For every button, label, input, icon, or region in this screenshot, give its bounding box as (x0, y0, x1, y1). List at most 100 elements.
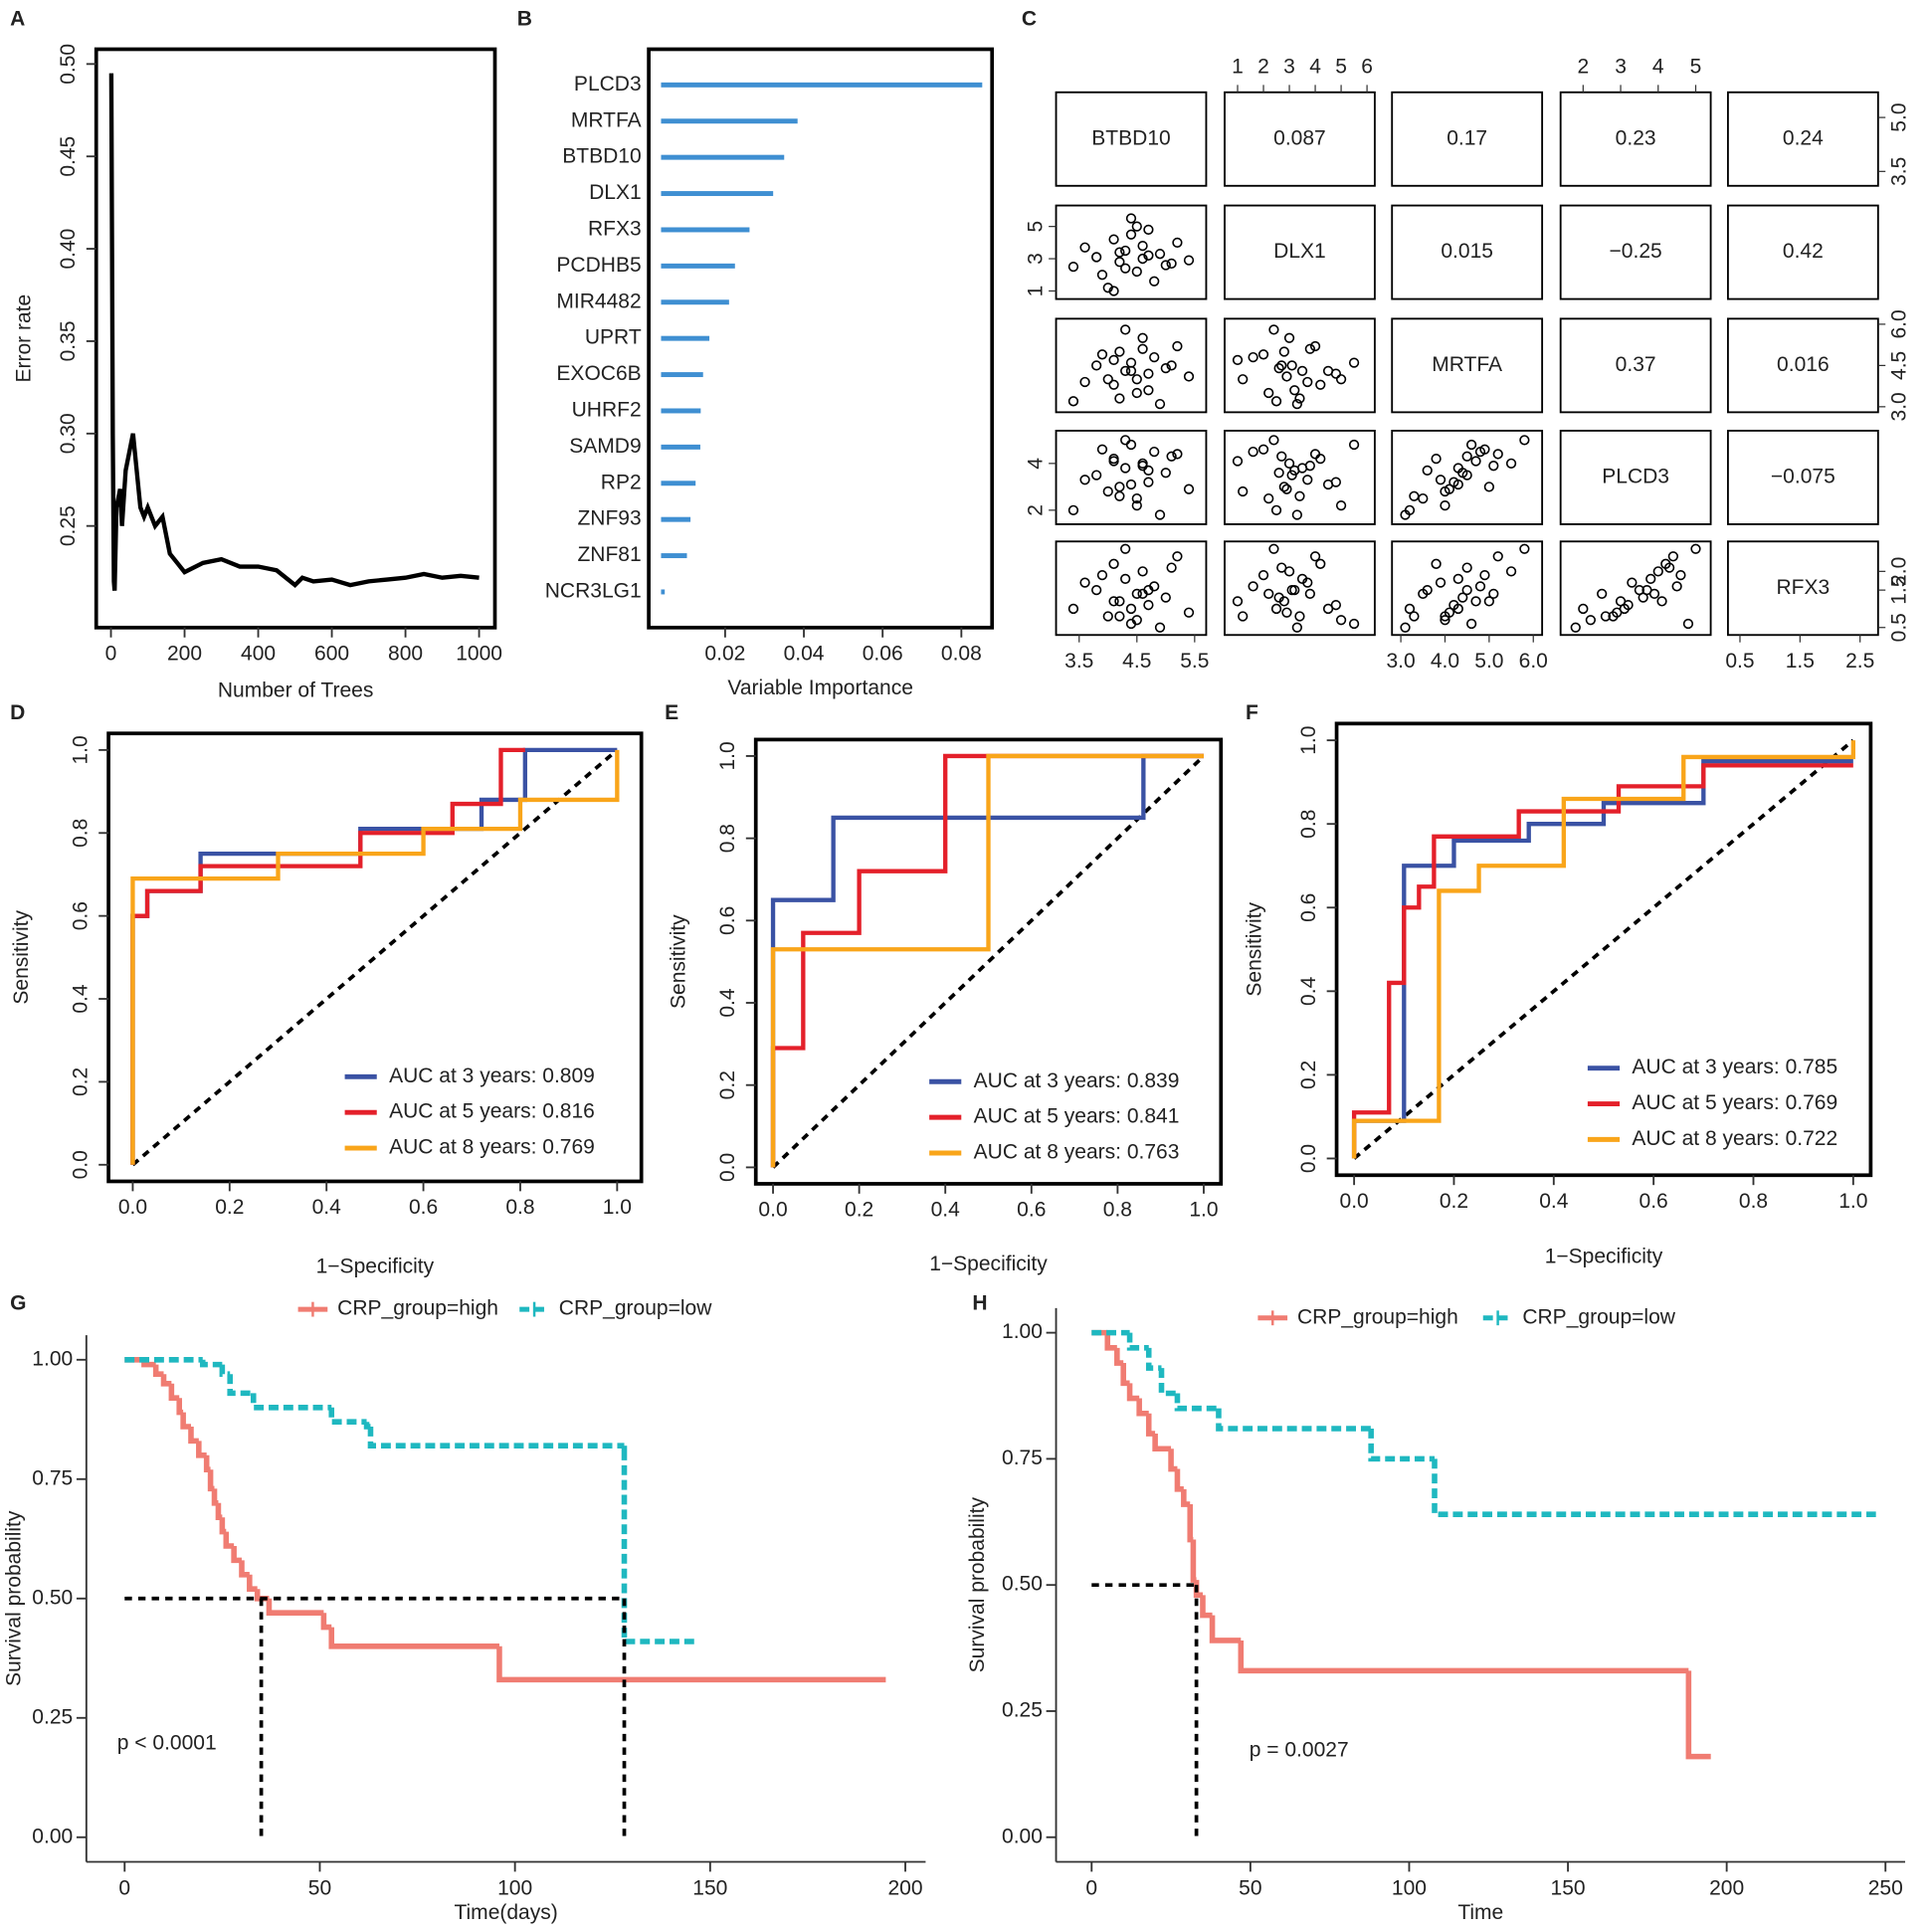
y-axis-label: Sensitivity (10, 910, 33, 1005)
scatter-point (1431, 558, 1442, 569)
y-tick-label: 0.50 (32, 1586, 73, 1609)
pair-cell (1055, 540, 1208, 637)
scatter-point (1404, 603, 1416, 615)
pair-cell (1559, 540, 1712, 637)
scatter-point (1067, 603, 1079, 615)
x-tick-label: 50 (308, 1876, 331, 1899)
scatter-point (1465, 439, 1477, 451)
x-tick-label: 0 (118, 1876, 130, 1899)
legend-label: CRP_group=low (1522, 1305, 1675, 1328)
x-tick-label: 100 (1392, 1876, 1427, 1899)
scatter-point (1154, 509, 1166, 520)
y-tick-label: 2.0 (1888, 557, 1911, 586)
scatter-point (1125, 439, 1137, 451)
scatter-point (1114, 482, 1125, 492)
scatter-point (1172, 237, 1183, 248)
survival-step (196, 1441, 207, 1458)
roc-curve (130, 749, 620, 1165)
y-tick-label: NCR3LG1 (545, 580, 642, 603)
x-axis-label: 1−Specificity (1545, 1246, 1663, 1268)
survival-step (219, 1517, 227, 1535)
scatter-point (1270, 504, 1282, 515)
survival-step (1136, 1398, 1149, 1417)
scatter-point (1276, 562, 1287, 573)
y-tick-label: 0.2 (69, 1067, 92, 1096)
bar (661, 408, 701, 414)
scatter-point (1096, 569, 1108, 581)
scatter-point (1120, 365, 1131, 377)
x-tick-label: 0.8 (505, 1196, 534, 1219)
scatter-point (1294, 393, 1305, 404)
scatter-point (1183, 255, 1195, 266)
pair-cell (1391, 430, 1544, 525)
scatter-point (1238, 374, 1249, 385)
y-axis-label: Survival probability (966, 1497, 989, 1673)
plot-frame (647, 47, 995, 630)
scatter-point (1183, 371, 1195, 382)
survival-step (239, 1560, 250, 1578)
scatter-point (1114, 596, 1125, 607)
survival-step (250, 1393, 332, 1411)
bar (661, 191, 774, 197)
y-tick-label: 0.00 (32, 1825, 73, 1847)
scatter-point (1286, 360, 1297, 371)
scatter-point (1114, 393, 1125, 404)
scatter-point (1079, 376, 1090, 388)
scatter-point (1114, 257, 1125, 268)
scatter-point (1652, 566, 1663, 577)
scatter-point (1183, 483, 1195, 494)
y-tick-label: 0.40 (57, 229, 80, 270)
x-tick-label: 1.0 (1189, 1199, 1218, 1222)
error-line (108, 73, 480, 591)
correlation: 0.42 (1783, 240, 1824, 263)
scatter-point (1108, 234, 1119, 245)
survival-step (367, 1427, 625, 1449)
scatter-point (1108, 558, 1119, 569)
y-tick-label: 0.8 (716, 824, 739, 853)
scatter-point (1682, 618, 1694, 630)
x-tick-label: 1.0 (603, 1196, 632, 1219)
panel-label: C (1022, 7, 1037, 30)
scatter-point (1120, 573, 1131, 584)
scatter-point (1281, 371, 1292, 382)
pair-cell (1559, 204, 1712, 300)
scatter-point (1125, 213, 1137, 224)
survival-step (188, 1427, 199, 1445)
survival-step (247, 1574, 258, 1592)
x-axis-label: 1−Specificity (929, 1253, 1048, 1275)
scatter-point (1461, 451, 1472, 462)
scatter-point (1348, 618, 1360, 630)
y-tick-label: 1.5 (1888, 576, 1911, 605)
survival-step (203, 1454, 211, 1472)
scatter-point (1160, 363, 1171, 374)
y-tick-label: 0.25 (1002, 1699, 1043, 1722)
scatter-point (1457, 468, 1468, 479)
y-tick-label: 0.5 (1888, 613, 1911, 642)
survival-step (1158, 1368, 1178, 1397)
survival-step (1120, 1363, 1130, 1387)
scatter-point (1315, 453, 1326, 465)
plot-frame (753, 737, 1224, 1186)
scatter-point (1656, 596, 1667, 607)
y-tick-label: 0.6 (69, 901, 92, 930)
pair-cell (1559, 317, 1712, 414)
y-axis-label: Survival probability (3, 1510, 26, 1686)
scatter-point (1492, 551, 1503, 562)
y-tick-label: 3.5 (1888, 157, 1911, 186)
scatter-point (1315, 558, 1326, 569)
legend-label: AUC at 5 years: 0.816 (389, 1100, 595, 1123)
x-tick-label: 5.5 (1180, 650, 1209, 673)
panel-label: E (665, 701, 678, 724)
scatter-point (1248, 581, 1258, 592)
reference-diagonal (771, 754, 1206, 1169)
scatter-point (1125, 603, 1137, 615)
scatter-point (1131, 266, 1142, 278)
scatter-point (1519, 435, 1530, 446)
y-tick-label: UPRT (585, 326, 642, 349)
scatter-point (1519, 543, 1530, 554)
scatter-point (1149, 351, 1160, 363)
scatter-point (1619, 603, 1630, 615)
x-tick-label: 3 (1615, 56, 1627, 79)
survival-step (1174, 1393, 1219, 1412)
x-tick-label: 400 (241, 643, 276, 666)
